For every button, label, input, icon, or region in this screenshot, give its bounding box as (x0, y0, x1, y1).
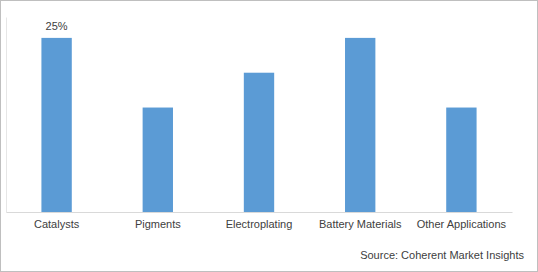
chart-border (1, 1, 538, 272)
bars (41, 38, 476, 212)
x-tick-label: Pigments (135, 218, 181, 230)
x-tick: Battery Materials (319, 218, 402, 230)
bar (143, 108, 173, 212)
x-tick-label: Battery Materials (319, 218, 402, 230)
x-axis: Catalysts Pigments Electroplating Battery M… (7, 213, 513, 231)
y-axis (6, 18, 7, 213)
x-tick: Catalysts (34, 218, 80, 230)
x-axis-line (7, 212, 513, 213)
source: Source: Coherent Market Insights (360, 249, 524, 261)
bar (244, 73, 274, 212)
chart: Catalysts Pigments Electroplating Battery M… (0, 0, 538, 272)
x-tick-label: Electroplating (226, 218, 293, 230)
data-label: 25% (46, 20, 68, 32)
x-tick-label: Catalysts (34, 218, 80, 230)
bar (41, 38, 71, 212)
x-tick: Pigments (135, 218, 181, 230)
y-axis-line (6, 18, 7, 213)
data-labels: 25% (46, 20, 68, 32)
bar (345, 38, 375, 212)
bar (446, 108, 476, 212)
x-tick: Electroplating (226, 218, 293, 230)
x-tick-label: Other Applications (417, 218, 507, 230)
x-tick: Other Applications (417, 218, 507, 230)
